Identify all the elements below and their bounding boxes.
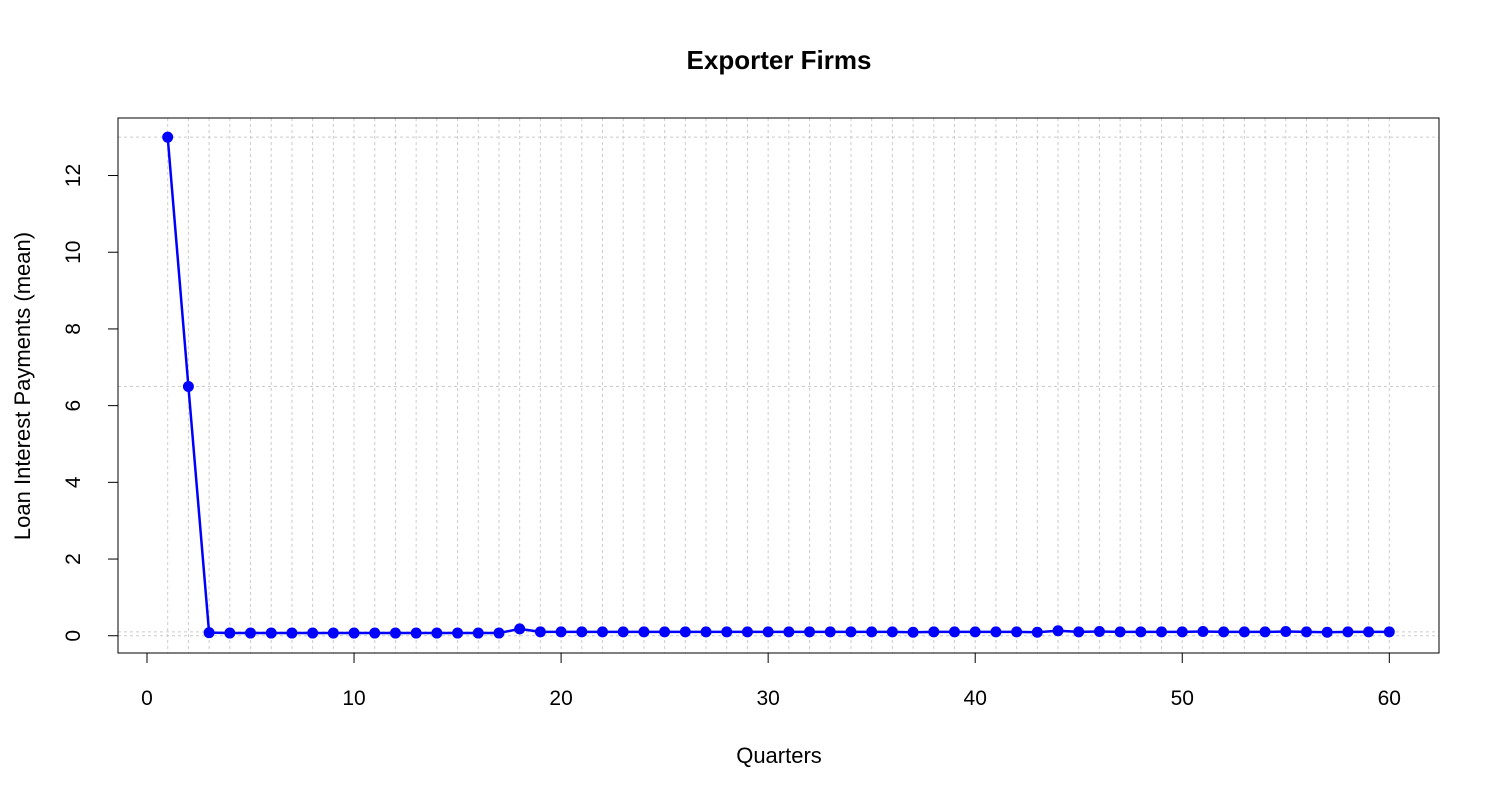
chart-title: Exporter Firms [687,45,872,75]
y-tick-label: 0 [62,630,85,642]
data-point [1135,626,1147,638]
data-point [576,626,588,638]
data-point [265,627,277,639]
data-point [452,627,464,639]
data-point [431,627,443,639]
data-point [534,626,546,638]
data-point [1280,626,1292,638]
data-point [1011,626,1023,638]
data-point [824,626,836,638]
data-point [493,627,505,639]
x-tick-label: 50 [1171,687,1194,710]
data-point [1342,626,1354,638]
data-point [555,626,567,638]
data-point [804,626,816,638]
data-point [762,626,774,638]
data-point [659,626,671,638]
data-point [162,131,174,143]
data-point [389,627,401,639]
data-point [845,626,857,638]
grid [118,118,1439,653]
plot-frame [117,117,1440,654]
series-group [162,131,1395,639]
data-point [1300,626,1312,638]
data-point [948,626,960,638]
data-point [638,626,650,638]
data-point [1156,626,1168,638]
data-point [1383,626,1395,638]
data-point [1218,626,1230,638]
data-point [307,627,319,639]
data-point [969,626,981,638]
data-point [1259,626,1271,638]
data-point [866,626,878,638]
y-tick-label: 2 [62,553,85,565]
data-point [327,627,339,639]
y-tick-label: 6 [62,400,85,412]
data-point [286,627,298,639]
x-tick-label: 20 [549,687,572,710]
x-axis-label: Quarters [736,743,822,768]
data-point [928,626,940,638]
data-point [369,627,381,639]
x-tick-label: 40 [964,687,987,710]
data-point [1093,626,1105,638]
data-point [1321,626,1333,638]
data-point [990,626,1002,638]
data-point [410,627,422,639]
data-point [700,626,712,638]
x-tick-label: 30 [756,687,779,710]
data-point [617,626,629,638]
data-point [472,627,484,639]
y-tick-label: 10 [62,241,85,264]
data-point [1176,626,1188,638]
data-point [741,626,753,638]
data-point [203,627,215,639]
y-axis: 0 2 4 6 8 10 12 [62,164,119,642]
data-point [1073,626,1085,638]
x-tick-label: 10 [342,687,365,710]
data-point [348,627,360,639]
y-tick-label: 12 [62,164,85,187]
data-point [1363,626,1375,638]
data-point [1052,625,1064,637]
data-point [907,626,919,638]
data-point [1197,626,1209,638]
y-axis-label: Loan Interest Payments (mean) [10,232,35,540]
x-tick-label: 0 [141,687,153,710]
data-point [721,626,733,638]
data-point [245,627,257,639]
x-tick-label: 60 [1378,687,1401,710]
data-point [679,626,691,638]
data-point [1114,626,1126,638]
series-line [166,137,1390,635]
x-axis: 0 10 20 30 40 50 60 [141,652,1401,710]
data-point [597,626,609,638]
y-tick-label: 4 [62,476,85,488]
data-point [1238,626,1250,638]
y-tick-label: 8 [62,323,85,335]
data-point [783,626,795,638]
data-point [514,623,526,635]
data-point [886,626,898,638]
data-point [224,627,236,639]
data-point [182,380,194,392]
data-point [1031,626,1043,638]
